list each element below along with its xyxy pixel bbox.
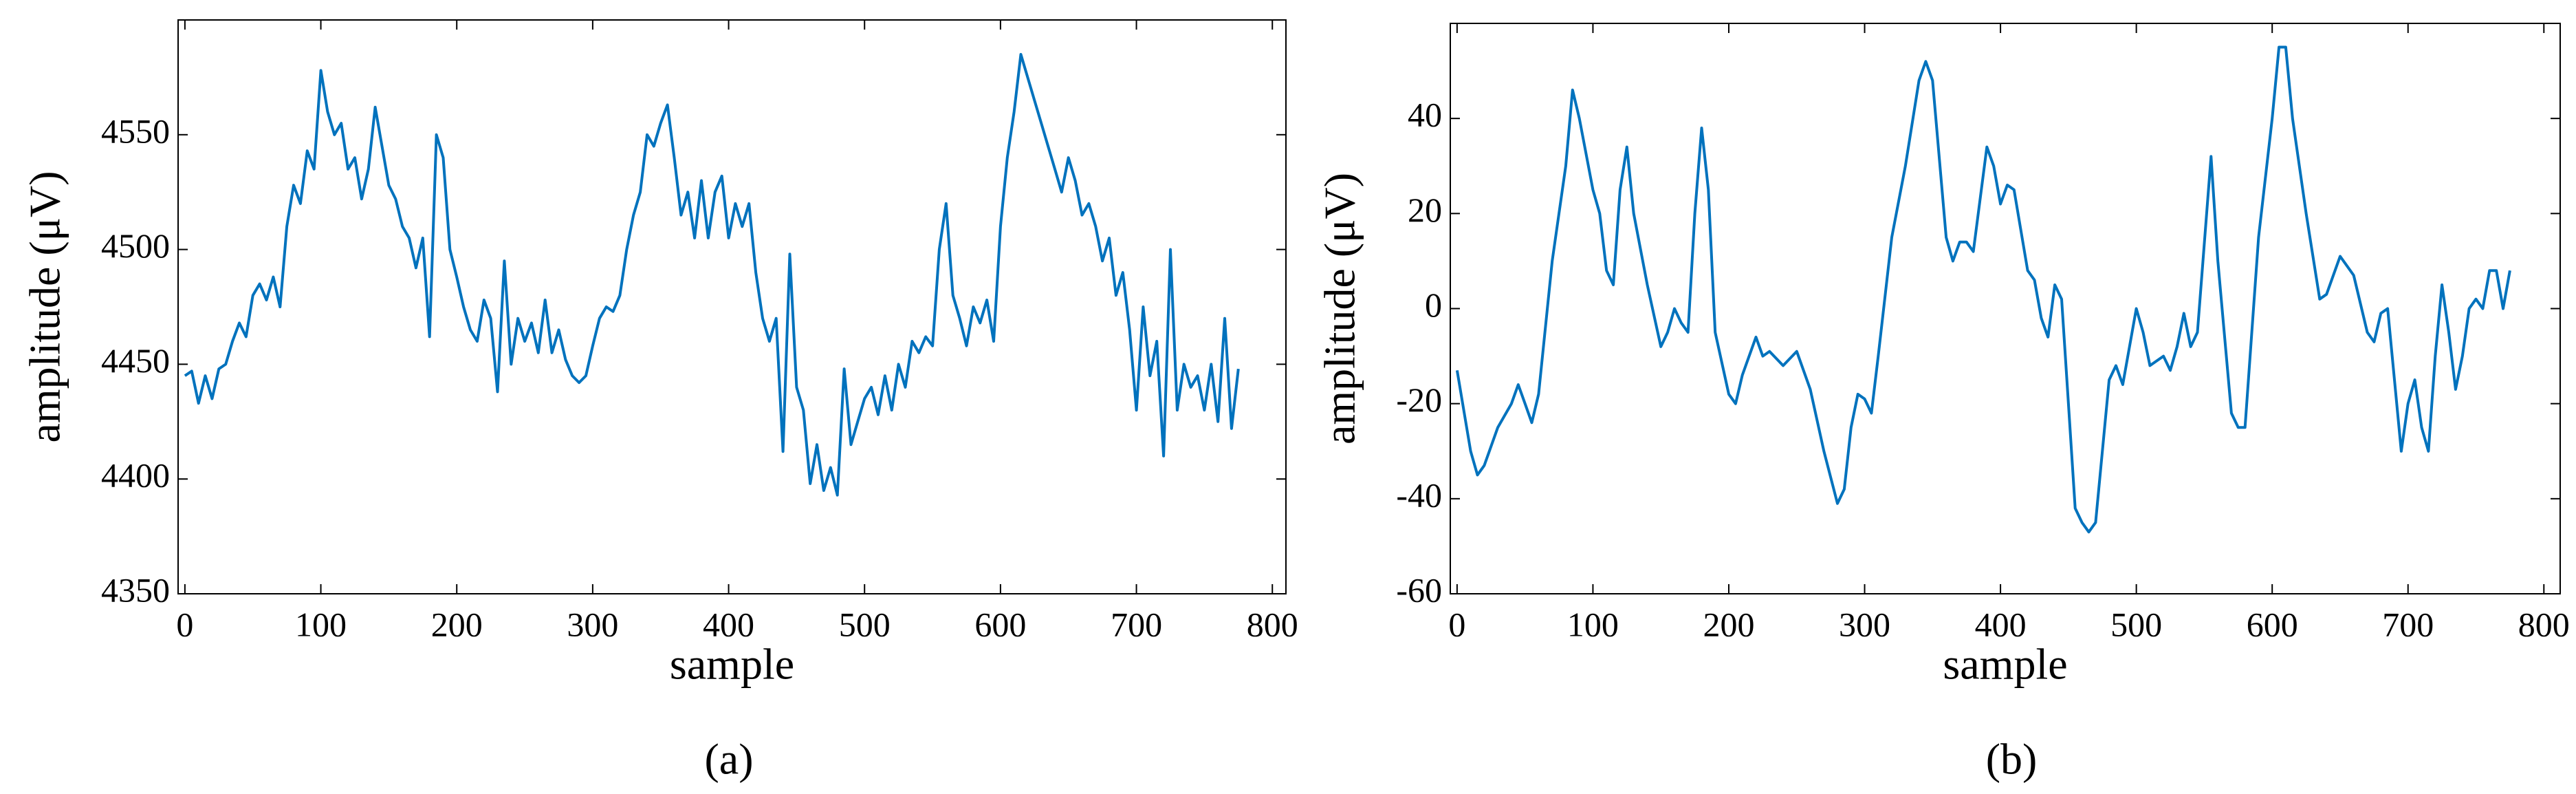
x-axis-label: sample — [670, 640, 794, 689]
y-tick-label: -20 — [1396, 380, 1442, 419]
x-tick-label: 500 — [839, 605, 891, 643]
y-tick-label: 4500 — [101, 226, 170, 265]
x-tick-label: 700 — [1111, 605, 1162, 643]
x-tick-label: 400 — [1975, 605, 2027, 643]
x-tick-label: 100 — [1567, 605, 1619, 643]
data-line — [184, 53, 1240, 497]
x-tick-label: 200 — [431, 605, 483, 643]
y-tick-label: 40 — [1408, 96, 1442, 134]
plot-frame — [177, 19, 1287, 594]
y-tick-label: 4350 — [101, 570, 170, 609]
x-tick-label: 400 — [703, 605, 754, 643]
y-axis-label: amplitude (μV) — [21, 171, 69, 442]
x-tick-label: 0 — [1448, 605, 1465, 643]
y-tick-label: -40 — [1396, 475, 1442, 514]
y-tick-label: -60 — [1396, 570, 1442, 609]
x-tick-label: 500 — [2110, 605, 2162, 643]
x-tick-label: 800 — [2518, 605, 2570, 643]
y-tick-label: 20 — [1408, 191, 1442, 229]
x-tick-label: 100 — [295, 605, 347, 643]
x-tick-label: 600 — [2247, 605, 2298, 643]
caption: (b) — [1986, 735, 2038, 784]
y-axis-label: amplitude (μV) — [1316, 173, 1364, 444]
x-axis-label: sample — [1943, 640, 2067, 689]
x-tick-label: 600 — [974, 605, 1026, 643]
y-tick-label: 4400 — [101, 456, 170, 495]
y-tick-label: 0 — [1425, 286, 1442, 324]
x-tick-label: 0 — [176, 605, 193, 643]
x-tick-label: 200 — [1703, 605, 1754, 643]
plot-frame — [1450, 23, 2561, 594]
x-tick-label: 300 — [1839, 605, 1890, 643]
data-line — [1455, 45, 2511, 534]
x-tick-label: 700 — [2382, 605, 2434, 643]
x-tick-label: 800 — [1247, 605, 1298, 643]
y-tick-label: 4450 — [101, 341, 170, 380]
x-tick-label: 300 — [567, 605, 618, 643]
caption: (a) — [704, 735, 753, 784]
y-tick-label: 4550 — [101, 111, 170, 150]
